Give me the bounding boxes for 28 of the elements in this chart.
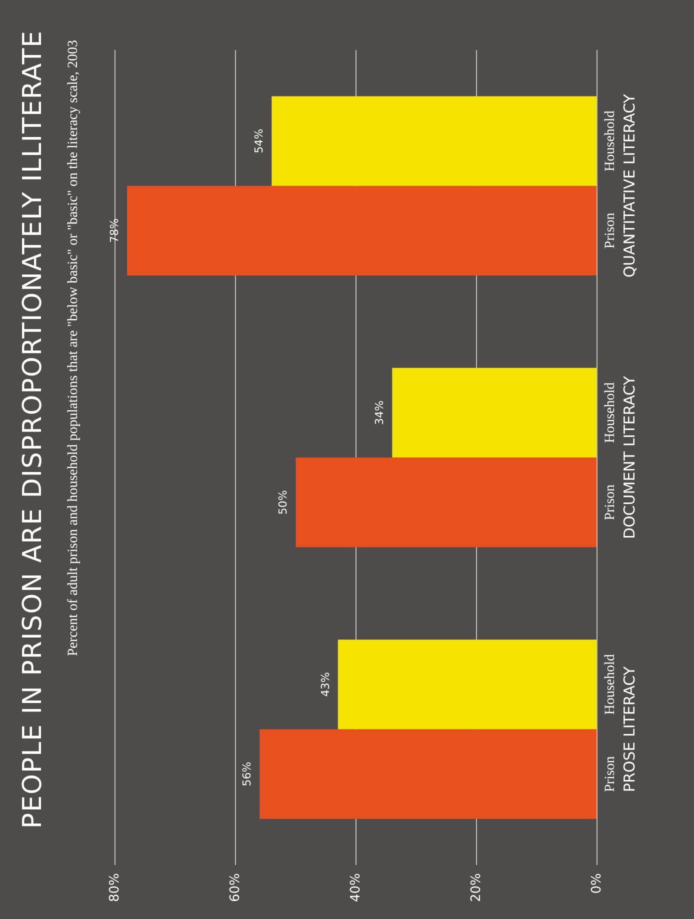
- text: Prison: [603, 756, 618, 792]
- text: Prison: [603, 212, 618, 249]
- bar: [260, 729, 596, 819]
- text: Household: [603, 654, 618, 715]
- x-tick-label: 20%: [468, 873, 484, 902]
- y-tick-label: DOCUMENT LITERACY: [620, 375, 638, 540]
- data-label: 56%: [240, 762, 254, 786]
- text: PEOPLE IN PRISON ARE DISPROPORTIONATELY ILLITERATE: [18, 30, 48, 829]
- y-tick-label: QUANTITATIVE LITERACY: [620, 93, 638, 278]
- text: Household: [603, 110, 618, 172]
- x-tick-label: 80%: [107, 873, 122, 902]
- data-label: 34%: [373, 400, 386, 425]
- text: Percent of adult prison and household populations that are "below basic" or "basic" on the literacy scale, 2003: [66, 40, 82, 656]
- bar: [272, 96, 596, 186]
- data-label: 54%: [252, 128, 266, 154]
- x-tick-label: 40%: [348, 873, 364, 902]
- data-label: 50%: [276, 490, 290, 515]
- bar: [296, 458, 596, 548]
- text: Household: [603, 382, 618, 444]
- bar: [127, 186, 596, 276]
- bar: [392, 368, 596, 458]
- data-label: 43%: [318, 672, 332, 697]
- x-tick-label: 0%: [589, 873, 604, 894]
- text: Prison: [603, 484, 618, 520]
- bar: [338, 640, 596, 730]
- y-tick-label: PROSE LITERACY: [620, 666, 638, 792]
- x-tick-label: 60%: [228, 873, 243, 902]
- data-label: 78%: [108, 218, 121, 243]
